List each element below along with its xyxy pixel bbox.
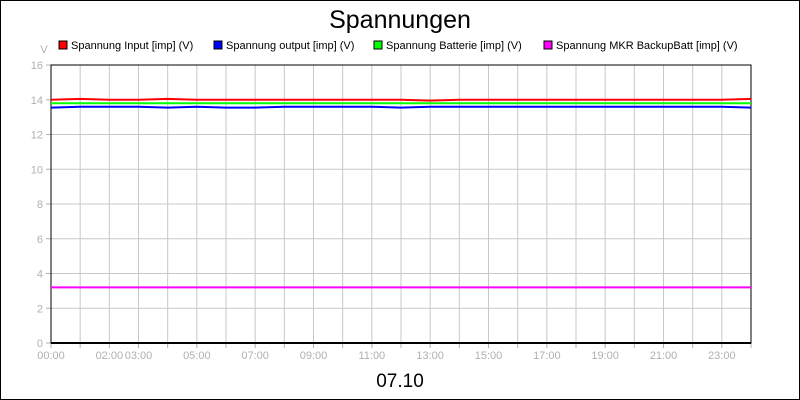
x-tick-label: 17:00 (533, 350, 561, 362)
x-tick-label: 03:00 (125, 350, 153, 362)
x-tick-label: 13:00 (416, 350, 444, 362)
y-tick-label: 10 (31, 164, 43, 176)
y-tick-label: 6 (37, 234, 43, 246)
x-tick-label: 05:00 (183, 350, 211, 362)
legend-label: Spannung Batterie [imp] (V) (386, 40, 522, 52)
y-tick-label: 16 (31, 60, 43, 72)
x-tick-label: 19:00 (591, 350, 619, 362)
legend-label: Spannung Input [imp] (V) (71, 40, 193, 52)
x-axis-date-label: 07.10 (376, 371, 424, 392)
x-tick-label: 02:00 (96, 350, 124, 362)
y-tick-label: 12 (31, 130, 43, 142)
y-tick-label: 8 (37, 199, 43, 211)
series-line-1 (50, 97, 752, 102)
x-tick-label: 23:00 (708, 350, 736, 362)
y-tick-label: 2 (37, 303, 43, 315)
legend: Spannung Input [imp] (V) Spannung output … (58, 40, 738, 52)
legend-swatch (543, 40, 553, 50)
x-tick-label: 11:00 (358, 350, 385, 362)
legend-label: Spannung output [imp] (V) (226, 40, 354, 52)
x-tick-label: 15:00 (475, 350, 503, 362)
legend-swatch (58, 40, 68, 50)
legend-swatch (213, 40, 223, 50)
y-tick-label: 4 (37, 269, 43, 281)
chart-title: Spannungen (329, 6, 471, 34)
x-tick-label: 09:00 (300, 350, 328, 362)
x-tick-label: 07:00 (241, 350, 269, 362)
axes: 0 2 4 6 8 10 12 14 16 00:00 02:00 03:00 05:00 07:00 09… (31, 60, 752, 362)
y-axis-label: V (40, 44, 48, 56)
legend-swatch (373, 40, 383, 50)
x-tick-label: 21:00 (650, 350, 678, 362)
grid (51, 64, 751, 343)
x-tick-label: 00:00 (37, 350, 65, 362)
y-tick-label: 0 (37, 338, 43, 350)
legend-label: Spannung MKR BackupBatt [imp] (V) (556, 40, 738, 52)
series-lines (50, 97, 752, 289)
series-line-2 (50, 105, 752, 109)
y-tick-label: 14 (31, 95, 43, 107)
